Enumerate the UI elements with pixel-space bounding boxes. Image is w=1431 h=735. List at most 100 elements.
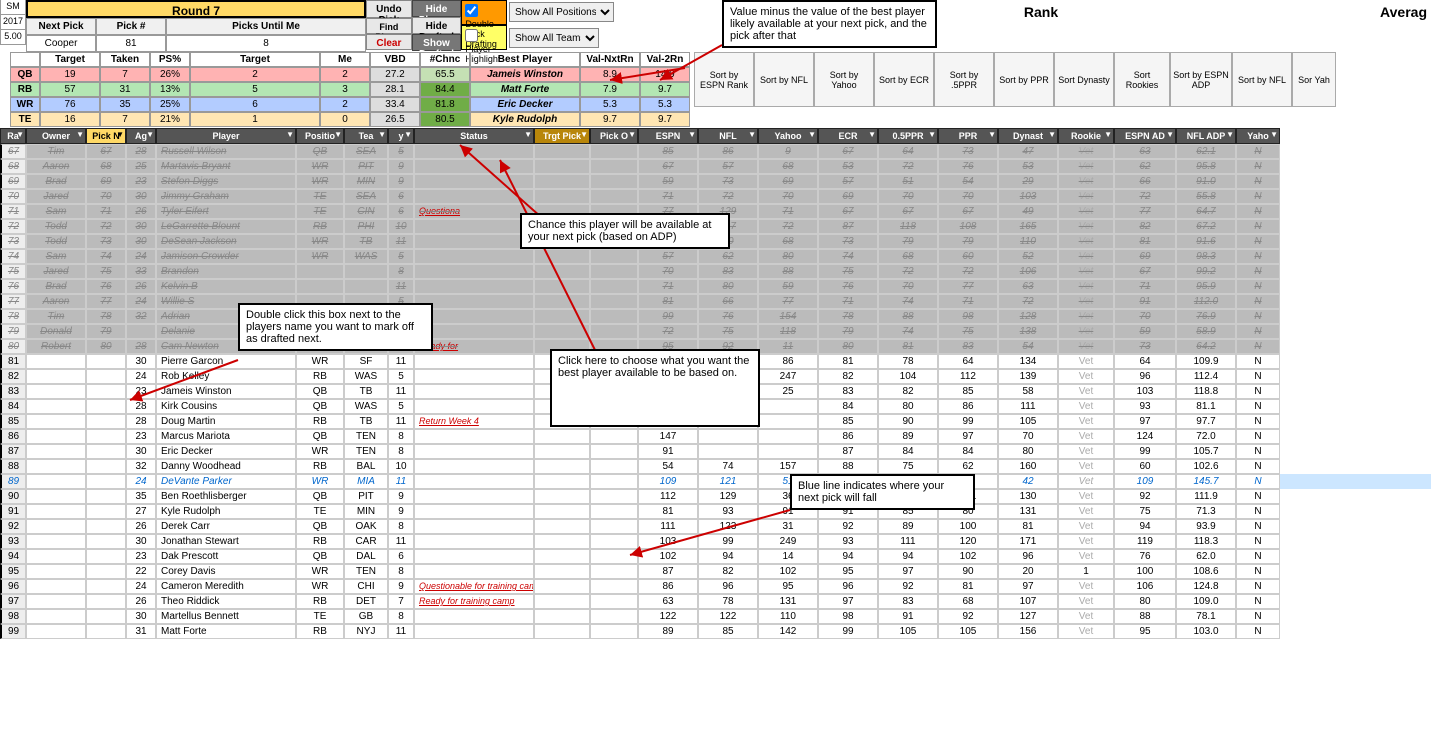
player-cell: 81 [638,504,698,519]
player-cell: N [1236,279,1280,294]
sort-button[interactable]: Sort by ESPN Rank [694,52,754,107]
filter-header[interactable]: Dynast▼ [998,128,1058,144]
filter-header[interactable]: Yaho▼ [1236,128,1280,144]
sort-button[interactable]: Sort by .5PPR [934,52,994,107]
player-cell: 76 [86,279,126,294]
player-cell: 31 [758,519,818,534]
clear-button[interactable]: Clear [366,34,412,50]
show-drafted-button[interactable]: Show Drafted [412,34,462,51]
player-name-cell[interactable]: Kyle Rudolph [156,504,296,519]
player-name-cell[interactable]: Theo Riddick [156,594,296,609]
player-cell: N [1236,219,1280,234]
filter-header[interactable]: ESPN▼ [638,128,698,144]
dbl-click-check[interactable] [465,4,478,17]
filter-header[interactable]: Trgt Pick▼ [534,128,590,144]
player-name-cell[interactable]: Cameron Meredith [156,579,296,594]
player-cell: 72 [0,219,26,234]
filter-header[interactable]: ECR▼ [818,128,878,144]
player-name-cell[interactable]: Corey Davis [156,564,296,579]
player-cell: Vet [1058,594,1114,609]
player-name-cell[interactable]: Tyler Eifert [156,204,296,219]
player-cell: 121 [698,474,758,489]
player-name-cell[interactable]: Jonathan Stewart [156,534,296,549]
player-name-cell[interactable]: Russell Wilson [156,144,296,159]
sort-button[interactable]: Sort by ESPN ADP [1170,52,1232,107]
player-name-cell[interactable]: Ben Roethlisberger [156,489,296,504]
filter-header[interactable]: Yahoo▼ [758,128,818,144]
player-cell: 96 [818,579,878,594]
player-name-cell[interactable]: DeVante Parker [156,474,296,489]
player-name-cell[interactable]: Rob Kelley [156,369,296,384]
player-name-cell[interactable]: Matt Forte [156,624,296,639]
player-cell: 80 [878,399,938,414]
player-cell [86,564,126,579]
teams-select[interactable]: Show All Teams [509,28,599,48]
player-name-cell[interactable]: Dak Prescott [156,549,296,564]
sort-button[interactable]: Sort by ECR [874,52,934,107]
hide-players-button[interactable]: Hide Players [412,0,462,17]
player-name-cell[interactable]: LeGarrette Blount [156,219,296,234]
filter-header[interactable]: Rookie▼ [1058,128,1114,144]
player-name-cell[interactable]: DeSean Jackson [156,234,296,249]
filter-header[interactable]: ESPN AD▼ [1114,128,1176,144]
player-cell: 131 [758,594,818,609]
player-cell [86,609,126,624]
filter-header[interactable]: Ra▼ [0,128,26,144]
filter-header[interactable]: 0.5PPR▼ [878,128,938,144]
filter-header[interactable]: Player▼ [156,128,296,144]
player-name-cell[interactable]: Marcus Mariota [156,429,296,444]
player-cell: QB [296,384,344,399]
sort-button[interactable]: Sort by NFL [1232,52,1292,107]
player-name-cell[interactable]: Stefon Diggs [156,174,296,189]
position-summary-table: Target Taken PS% Target Me VBD #Chnc Bes… [10,52,690,127]
player-name-cell[interactable]: Jimmy Graham [156,189,296,204]
sort-button[interactable]: Sort by NFL [754,52,814,107]
h-target2: Target [190,52,320,67]
filter-header[interactable]: Pick N▼ [86,128,126,144]
player-cell [534,309,590,324]
player-name-cell[interactable]: Derek Carr [156,519,296,534]
filter-header[interactable]: Status▼ [414,128,534,144]
player-cell [414,489,534,504]
player-cell: 80 [1114,594,1176,609]
player-name-cell[interactable]: Jamison Crowder [156,249,296,264]
filter-header[interactable]: Tea▼ [344,128,388,144]
filter-header[interactable]: Positio▼ [296,128,344,144]
filter-header[interactable]: Ag▼ [126,128,156,144]
player-name-cell[interactable]: Kirk Cousins [156,399,296,414]
player-cell [86,504,126,519]
player-name-cell[interactable]: Jameis Winston [156,384,296,399]
positions-select[interactable]: Show All Positions [509,2,614,22]
player-name-cell[interactable]: Pierre Garcon [156,354,296,369]
player-cell: 74 [698,459,758,474]
filter-header[interactable]: NFL ADP▼ [1176,128,1236,144]
player-name-cell[interactable]: Doug Martin [156,414,296,429]
undo-pick-button[interactable]: Undo Pick [366,0,412,18]
dbl-click-checkbox[interactable]: Double Click Drafting [461,0,507,25]
player-cell [414,264,534,279]
filter-header[interactable]: y▼ [388,128,414,144]
sort-button[interactable]: Sort Dynasty [1054,52,1114,107]
player-cell: 78 [818,309,878,324]
player-name-cell[interactable]: Danny Woodhead [156,459,296,474]
player-name-cell[interactable]: Martellus Bennett [156,609,296,624]
player-cell: 93.9 [1176,519,1236,534]
sort-button[interactable]: Sort by PPR [994,52,1054,107]
filter-header[interactable]: NFL▼ [698,128,758,144]
filter-header[interactable]: PPR▼ [938,128,998,144]
sort-button[interactable]: Sor Yah [1292,52,1336,107]
player-cell: SEA [344,144,388,159]
player-name-cell[interactable]: Martavis Bryant [156,159,296,174]
hide-drafted-button[interactable]: Hide Drafted [412,17,462,34]
player-cell: 81 [938,579,998,594]
player-name-cell[interactable]: Eric Decker [156,444,296,459]
player-cell: 118.8 [1176,384,1236,399]
highlight-check[interactable] [465,29,478,42]
filter-header[interactable]: Owner▼ [26,128,86,144]
find-player-button[interactable]: Find Player [366,18,412,34]
sort-button[interactable]: Sort by Yahoo [814,52,874,107]
player-name-cell[interactable]: Brandon [156,264,296,279]
player-name-cell[interactable]: Kelvin B [156,279,296,294]
filter-header[interactable]: Pick O▼ [590,128,638,144]
sort-button[interactable]: Sort Rookies [1114,52,1170,107]
